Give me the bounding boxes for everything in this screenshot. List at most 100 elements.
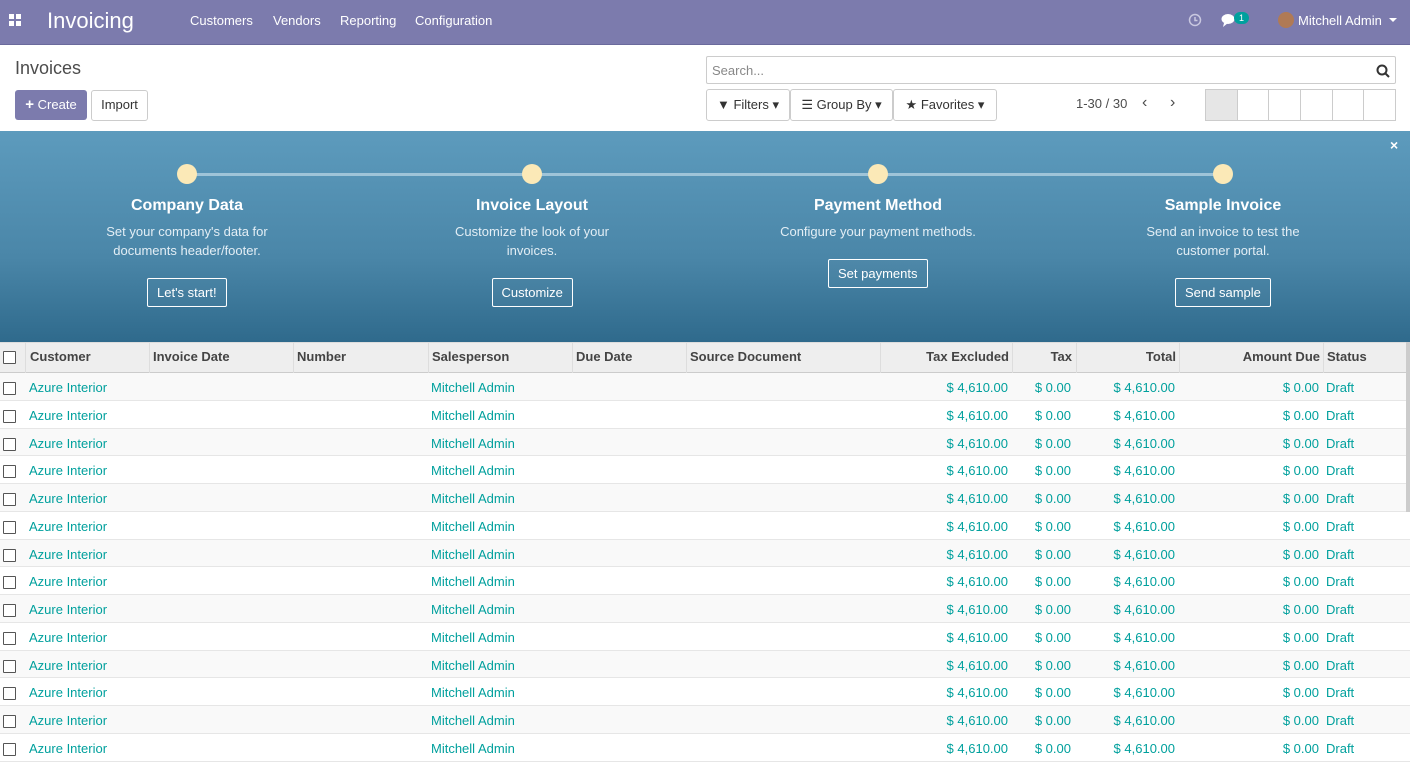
column-header[interactable]: Status [1327,349,1367,364]
pager-prev[interactable]: ‹ [1142,94,1148,111]
table-cell[interactable]: $ 0.00 [1282,685,1319,701]
row-checkbox[interactable] [3,548,16,562]
table-row[interactable] [0,400,1410,429]
table-cell[interactable]: Draft [1326,713,1355,728]
table-cell[interactable]: Draft [1326,435,1355,451]
table-cell[interactable]: $ 0.00 [1282,574,1319,590]
pivot-view[interactable] [1301,90,1333,120]
table-cell[interactable]: Draft [1326,546,1355,562]
list-view[interactable] [1206,90,1238,120]
table-cell[interactable]: $ 4,610.00 [946,574,1008,590]
table-cell[interactable]: Azure Interior [29,629,108,645]
table-cell[interactable]: Mitchell Admin [431,685,515,701]
row-checkbox[interactable] [3,493,16,506]
row-checkbox[interactable] [3,465,16,479]
row-checkbox[interactable] [3,520,16,534]
table-cell[interactable]: $ 0.00 [1282,657,1319,673]
filters-button[interactable]: ▼ Filters ▾ [706,89,790,121]
table-cell[interactable]: $ 0.00 [1034,380,1071,395]
table-cell[interactable]: Azure Interior [29,518,108,534]
column-header[interactable]: Amount Due [1242,349,1320,364]
table-cell[interactable]: $ 0.00 [1282,546,1319,562]
pager-next[interactable]: › [1170,94,1176,111]
table-cell[interactable]: Azure Interior [29,380,108,395]
table-cell[interactable]: $ 0.00 [1282,518,1319,534]
table-cell[interactable]: $ 4,610.00 [946,713,1008,728]
row-checkbox[interactable] [3,631,16,645]
search-box[interactable]: Search... [706,56,1396,84]
table-cell[interactable]: Azure Interior [29,740,108,756]
step-button[interactable]: Set payments [828,259,928,288]
favorites-button[interactable]: ★ Favorites ▾ [893,89,997,121]
table-cell[interactable]: $ 4,610.00 [946,435,1008,451]
table-cell[interactable]: Draft [1326,602,1355,617]
table-cell[interactable]: $ 4,610.00 [1113,657,1175,673]
row-checkbox[interactable] [3,715,16,728]
table-row[interactable] [0,511,1410,540]
table-cell[interactable]: Draft [1326,491,1355,506]
table-cell[interactable]: $ 4,610.00 [946,518,1008,534]
table-cell[interactable]: Draft [1326,740,1355,756]
table-cell[interactable]: $ 0.00 [1282,463,1319,479]
table-cell[interactable]: Azure Interior [29,685,108,701]
menu-item[interactable]: Vendors [273,13,321,28]
table-cell[interactable]: $ 0.00 [1034,491,1071,506]
row-checkbox[interactable] [3,742,16,756]
table-cell[interactable]: Mitchell Admin [431,740,515,756]
table-cell[interactable]: $ 0.00 [1282,713,1319,728]
table-cell[interactable]: $ 4,610.00 [946,407,1008,423]
table-cell[interactable]: Draft [1326,657,1355,673]
menu-item[interactable]: Configuration [415,13,493,28]
table-cell[interactable]: $ 0.00 [1282,380,1319,395]
table-cell[interactable]: Azure Interior [29,713,108,728]
table-cell[interactable]: Mitchell Admin [431,602,515,617]
table-cell[interactable]: $ 4,610.00 [1113,602,1175,617]
table-cell[interactable]: $ 0.00 [1034,629,1071,645]
table-cell[interactable]: Draft [1326,380,1355,395]
table-cell[interactable]: $ 4,610.00 [1113,518,1175,534]
table-cell[interactable]: Mitchell Admin [431,518,515,534]
table-cell[interactable]: Mitchell Admin [431,574,515,590]
table-cell[interactable]: $ 0.00 [1034,463,1071,479]
column-header[interactable]: Salesperson [432,349,510,364]
table-row[interactable] [0,567,1410,595]
table-cell[interactable]: $ 4,610.00 [1113,629,1175,645]
column-header[interactable]: Tax Excluded [926,349,1009,364]
table-cell[interactable]: Azure Interior [29,574,108,590]
table-cell[interactable]: Mitchell Admin [431,407,515,423]
table-cell[interactable]: Azure Interior [29,435,108,451]
table-cell[interactable]: $ 4,610.00 [1113,685,1175,701]
table-cell[interactable]: Mitchell Admin [431,657,515,673]
close-banner[interactable]: × [1390,137,1399,153]
calendar-view[interactable] [1269,90,1302,120]
user-menu[interactable]: Mitchell Admin [1298,13,1382,28]
row-checkbox[interactable] [3,604,16,617]
table-cell[interactable]: $ 4,610.00 [946,740,1008,756]
row-checkbox[interactable] [3,409,16,423]
menu-item[interactable]: Reporting [340,13,397,28]
column-header[interactable]: Tax [1050,349,1072,364]
table-cell[interactable]: $ 0.00 [1034,435,1071,451]
table-cell[interactable]: $ 0.00 [1282,491,1319,506]
column-header[interactable]: Due Date [576,349,633,364]
table-cell[interactable]: $ 4,610.00 [1113,574,1175,590]
table-cell[interactable]: Draft [1326,574,1355,590]
step-button[interactable]: Customize [491,278,573,307]
activity-view[interactable] [1364,90,1395,120]
table-cell[interactable]: $ 4,610.00 [946,602,1008,617]
table-cell[interactable]: Mitchell Admin [431,713,515,728]
activity-icon[interactable] [1188,13,1202,27]
table-cell[interactable]: $ 4,610.00 [1113,713,1175,728]
table-cell[interactable]: $ 0.00 [1282,602,1319,617]
table-cell[interactable]: $ 0.00 [1034,546,1071,562]
table-cell[interactable]: $ 0.00 [1034,518,1071,534]
table-cell[interactable]: $ 0.00 [1034,657,1071,673]
table-row[interactable] [0,456,1410,484]
table-row[interactable] [0,595,1410,623]
table-cell[interactable]: $ 0.00 [1034,602,1071,617]
table-cell[interactable]: $ 4,610.00 [1113,380,1175,395]
table-cell[interactable]: Azure Interior [29,491,108,506]
table-cell[interactable]: $ 4,610.00 [1113,740,1175,756]
table-cell[interactable]: $ 4,610.00 [946,380,1008,395]
table-cell[interactable]: Draft [1326,518,1355,534]
